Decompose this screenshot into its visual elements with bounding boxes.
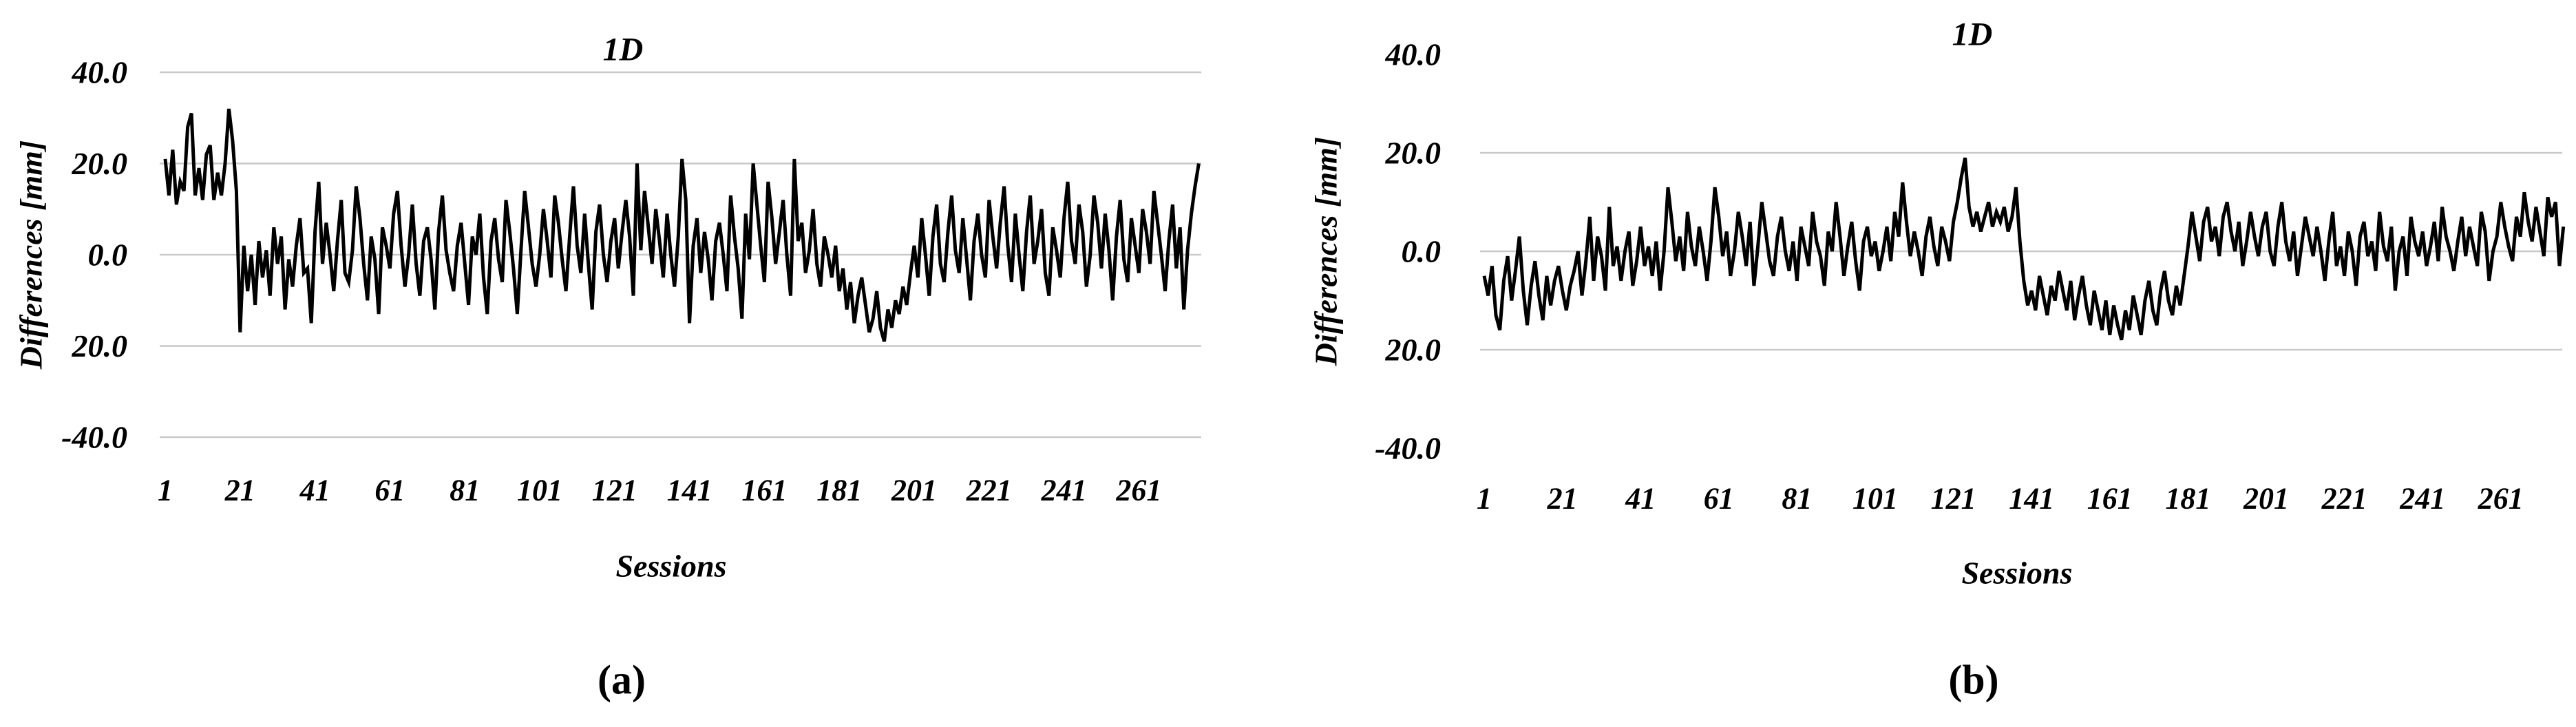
series-line (163, 108, 1201, 342)
chart-a-plot: 40.020.00.020.0-40.01 21 41 61 81 101 121 141 16… (61, 55, 1201, 507)
y-tick-label: 40.0 (1385, 37, 1442, 72)
chart-b-plot: 40.020.00.020.0-40.01 21 41 61 81 101 121 141 16… (1375, 37, 2566, 516)
x-tick-label: 121 (592, 474, 637, 507)
x-tick-label: 1 (158, 474, 173, 507)
x-tick-label: 41 (1625, 482, 1656, 516)
x-tick-label: 201 (891, 474, 937, 507)
x-tick-label: 161 (2087, 482, 2133, 516)
x-tick-label: 81 (450, 474, 480, 507)
x-tick-label: 61 (1704, 482, 1734, 516)
x-tick-label: 161 (741, 474, 787, 507)
x-tick-label: 21 (1547, 482, 1578, 516)
y-tick-label: 0.0 (88, 238, 128, 273)
y-tick-label: -40.0 (61, 420, 127, 455)
x-tick-label: 241 (1041, 474, 1087, 507)
x-tick-label: 121 (1931, 482, 1976, 516)
x-tick-label: 261 (1115, 474, 1161, 507)
series-line (1482, 157, 2566, 341)
chart-b-caption: (b) (1948, 657, 1999, 703)
x-tick-label: 81 (1782, 482, 1812, 516)
y-tick-label: 0.0 (1402, 234, 1442, 269)
x-tick-label: 241 (2399, 482, 2445, 516)
chart-b-x-axis-title: Sessions (1961, 555, 2073, 591)
x-tick-label: 261 (2478, 482, 2524, 516)
y-tick-label: 20.0 (72, 146, 128, 181)
x-tick-label: 141 (667, 474, 712, 507)
x-tick-label: 221 (966, 474, 1012, 507)
x-tick-label: 61 (374, 474, 405, 507)
x-tick-label: 101 (517, 474, 562, 507)
chart-a-x-axis-title: Sessions (615, 548, 727, 584)
chart-b-y-axis-title: Differences [mm] (1308, 136, 1344, 366)
y-tick-label: 40.0 (72, 55, 128, 90)
x-tick-label: 21 (224, 474, 255, 507)
chart-a-y-axis-title: Differences [mm] (13, 140, 49, 370)
x-tick-label: 141 (2009, 482, 2054, 516)
y-tick-label: 20.0 (1385, 333, 1442, 368)
chart-a-title: 1D (602, 31, 644, 68)
x-tick-label: 201 (2243, 482, 2289, 516)
y-tick-label: 20.0 (72, 328, 128, 364)
y-tick-label: 20.0 (1385, 136, 1442, 171)
chart-a-caption: (a) (598, 657, 646, 703)
x-tick-label: 221 (2321, 482, 2367, 516)
x-tick-label: 1 (1477, 482, 1492, 516)
x-tick-label: 181 (2165, 482, 2210, 516)
x-tick-label: 101 (1852, 482, 1898, 516)
chart-b-title: 1D (1952, 16, 1993, 53)
x-tick-label: 41 (299, 474, 330, 507)
y-tick-label: -40.0 (1375, 431, 1441, 466)
x-tick-label: 181 (816, 474, 862, 507)
